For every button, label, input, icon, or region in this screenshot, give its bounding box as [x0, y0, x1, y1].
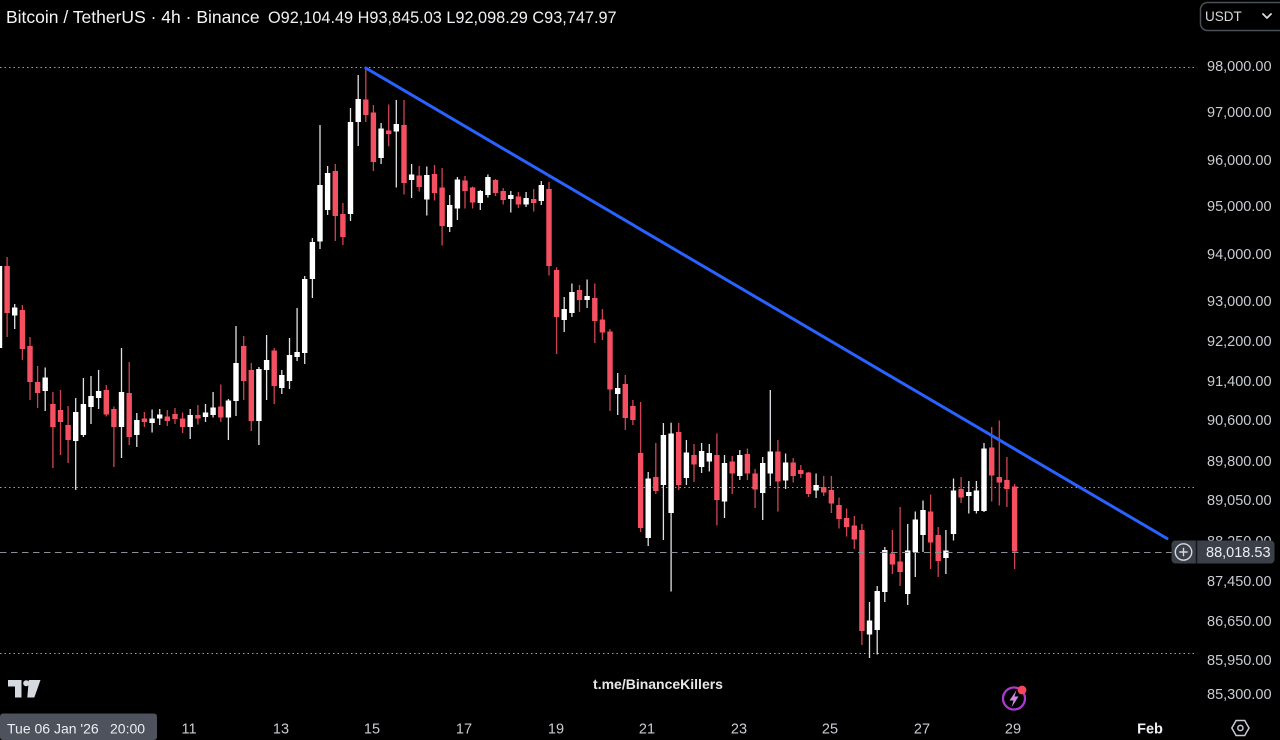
svg-text:t.me/BinanceKillers: t.me/BinanceKillers — [593, 676, 723, 692]
svg-text:85,300.00: 85,300.00 — [1207, 687, 1272, 703]
svg-text:23: 23 — [731, 722, 747, 738]
svg-text:96,000.00: 96,000.00 — [1207, 153, 1272, 169]
svg-text:86,650.00: 86,650.00 — [1207, 614, 1272, 630]
svg-text:97,000.00: 97,000.00 — [1207, 105, 1272, 121]
svg-text:19: 19 — [548, 722, 564, 738]
svg-text:O92,104.49 H93,845.03 L92,098.: O92,104.49 H93,845.03 L92,098.29 C93,747… — [268, 9, 617, 27]
svg-text:87,450.00: 87,450.00 — [1207, 574, 1272, 590]
svg-text:92,200.00: 92,200.00 — [1207, 334, 1272, 350]
svg-text:29: 29 — [1005, 722, 1021, 738]
svg-text:90,600.00: 90,600.00 — [1207, 413, 1272, 429]
svg-text:85,950.00: 85,950.00 — [1207, 653, 1272, 669]
svg-text:USDT: USDT — [1205, 9, 1242, 24]
svg-text:94,000.00: 94,000.00 — [1207, 247, 1272, 263]
svg-text:20:00: 20:00 — [110, 721, 145, 737]
svg-text:15: 15 — [364, 722, 380, 738]
svg-text:88,018.53: 88,018.53 — [1206, 545, 1271, 561]
svg-text:21: 21 — [639, 722, 655, 738]
svg-text:89,050.00: 89,050.00 — [1207, 493, 1272, 509]
svg-text:13: 13 — [273, 722, 289, 738]
svg-text:91,400.00: 91,400.00 — [1207, 374, 1272, 390]
svg-text:25: 25 — [822, 722, 838, 738]
svg-text:93,000.00: 93,000.00 — [1207, 294, 1272, 310]
svg-text:98,000.00: 98,000.00 — [1207, 59, 1272, 75]
svg-text:95,000.00: 95,000.00 — [1207, 199, 1272, 215]
svg-text:Tue 06 Jan '26: Tue 06 Jan '26 — [7, 721, 99, 737]
svg-text:89,800.00: 89,800.00 — [1207, 454, 1272, 470]
svg-text:11: 11 — [181, 722, 196, 738]
svg-text:17: 17 — [456, 722, 472, 738]
svg-text:Feb: Feb — [1137, 722, 1163, 738]
svg-text:Bitcoin / TetherUS · 4h · Bina: Bitcoin / TetherUS · 4h · Binance — [6, 7, 260, 27]
svg-text:27: 27 — [914, 722, 930, 738]
